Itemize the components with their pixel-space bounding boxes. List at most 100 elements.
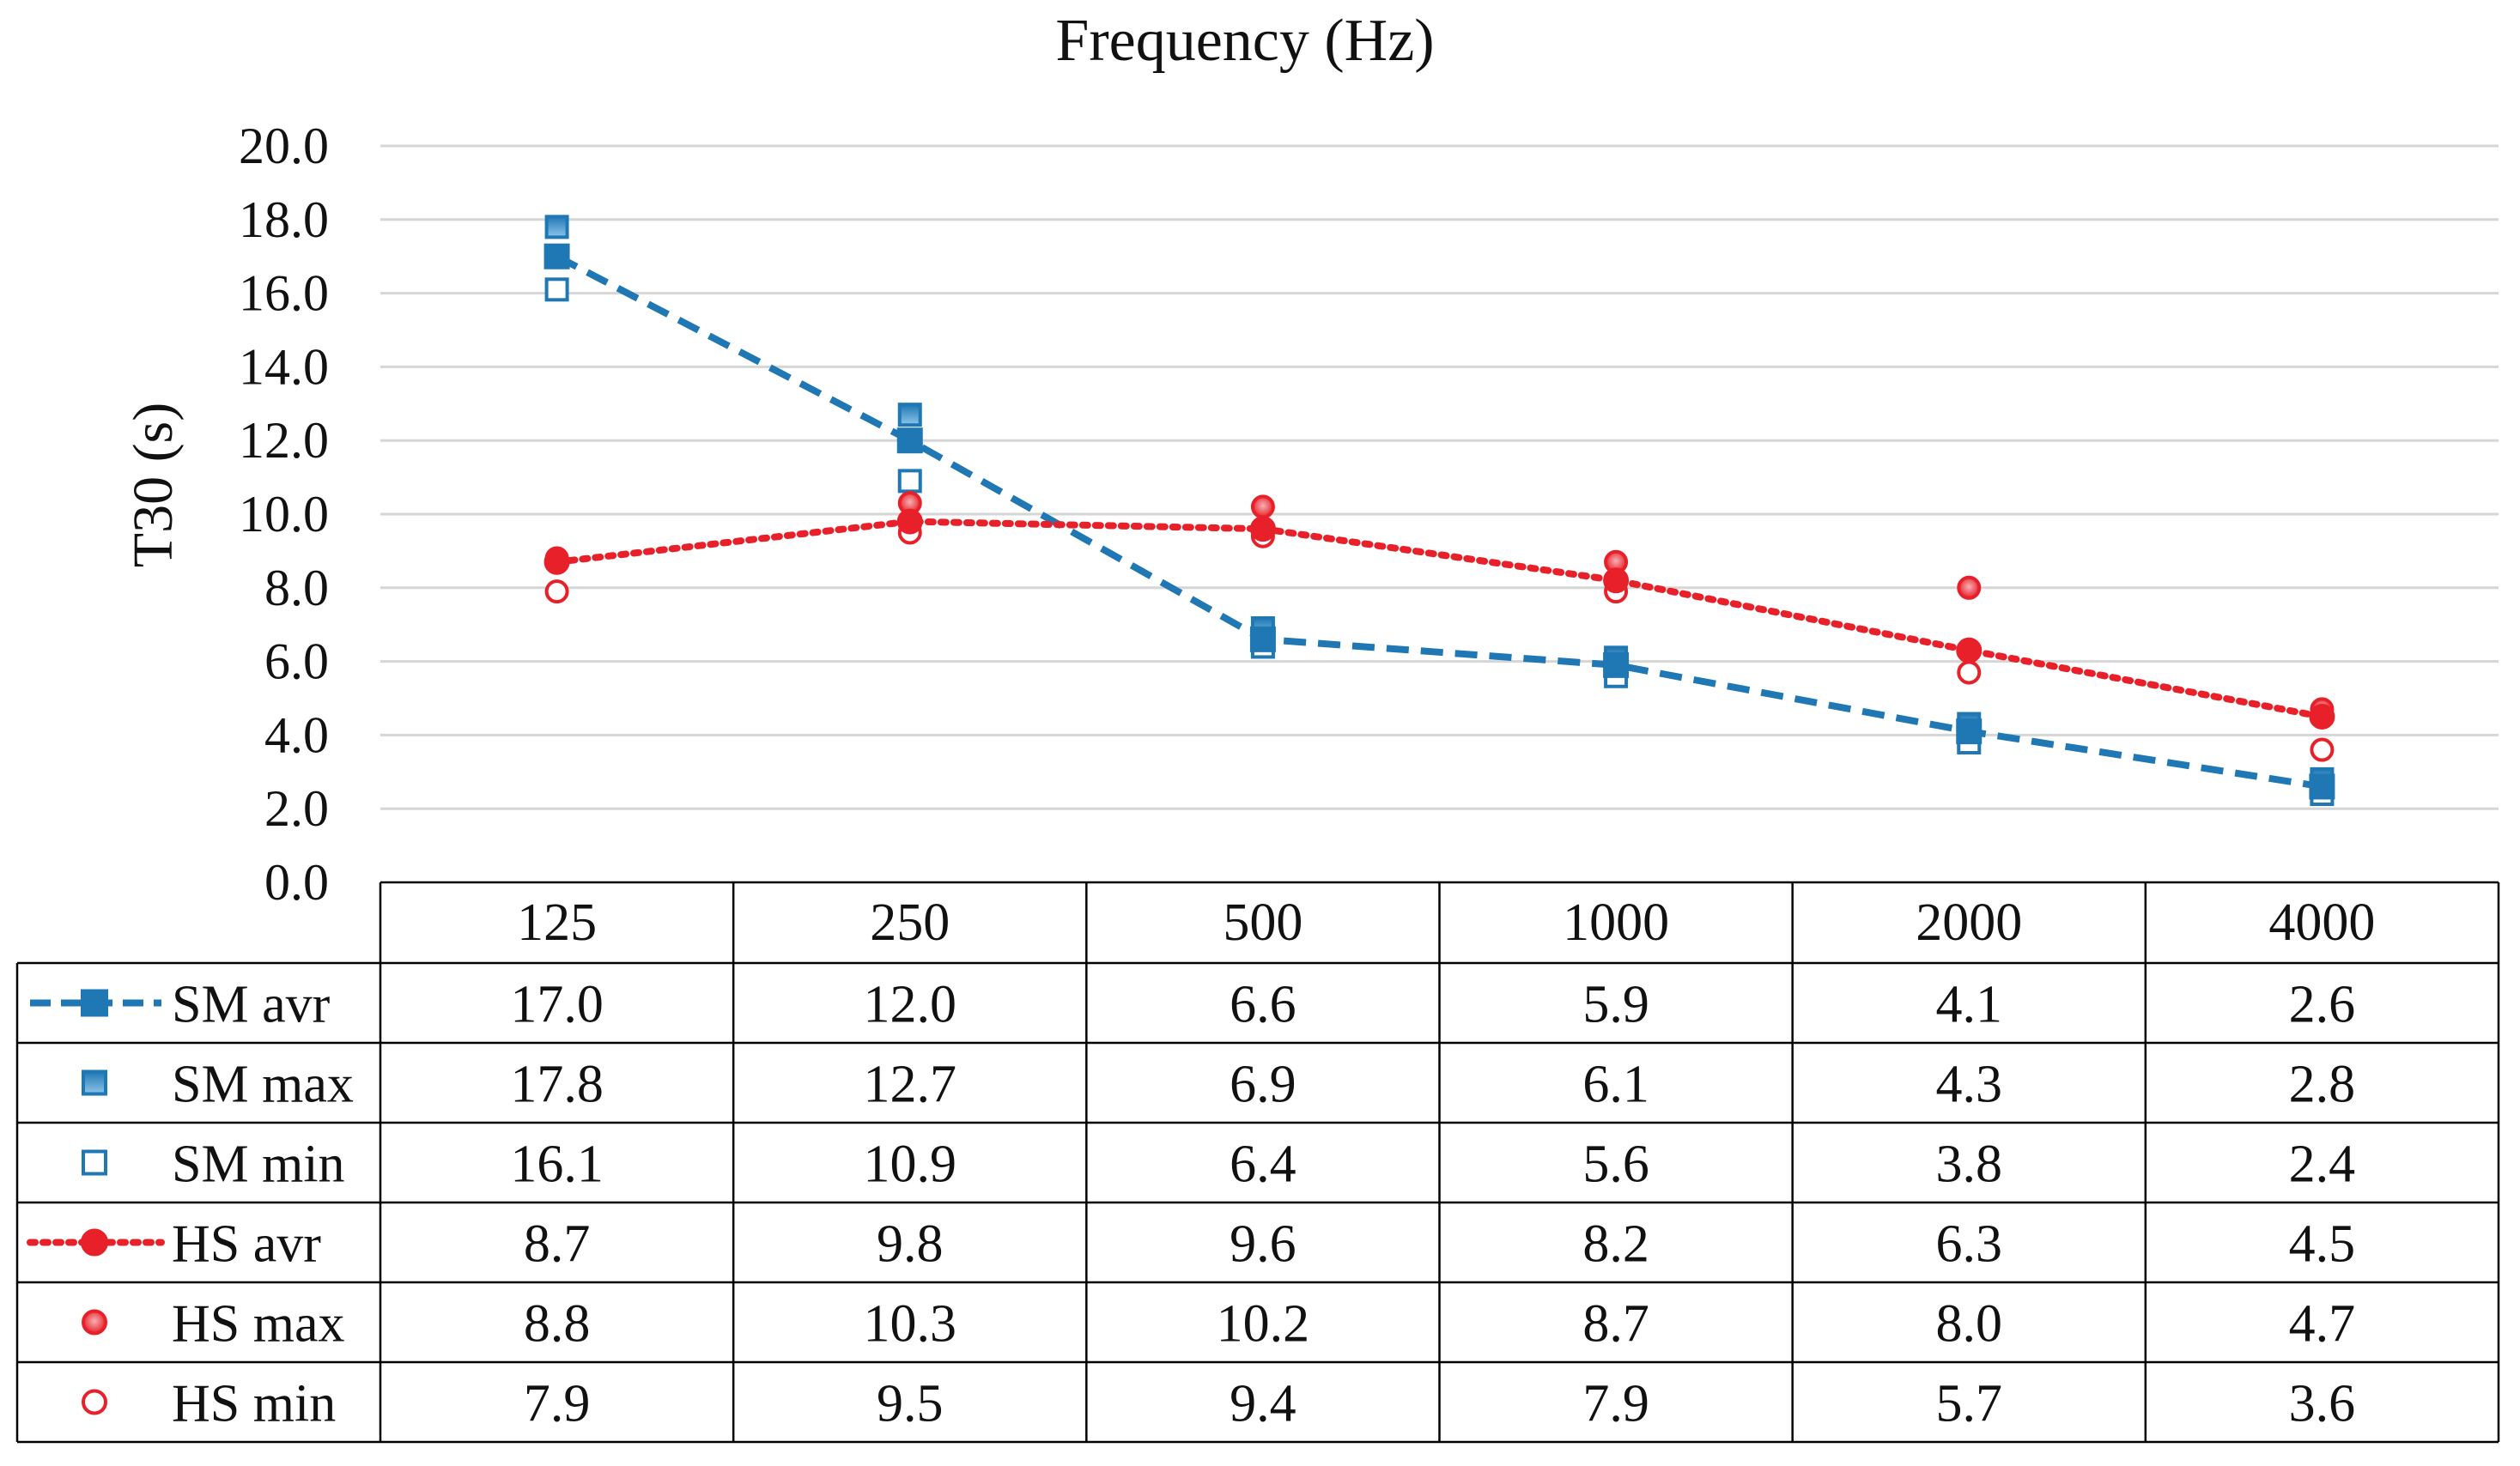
sm-avr-line	[555, 253, 2323, 791]
sm-max-value-500: 6.9	[1230, 1056, 1296, 1114]
sm-min-marker-250	[897, 469, 922, 494]
hs-avr-value-1000: 8.2	[1582, 1215, 1649, 1274]
series-lines	[553, 253, 2326, 791]
hs-avr-marker-250	[896, 508, 923, 535]
sm-max-legend-label: SM max	[172, 1056, 354, 1114]
sm-max-marker-250	[897, 403, 922, 427]
hs-avr-value-2000: 6.3	[1936, 1215, 2003, 1274]
sm-avr-marker-4000	[2309, 773, 2335, 800]
category-label-250: 250	[870, 894, 950, 952]
hs-avr-legend-label: HS avr	[172, 1215, 321, 1274]
table-row-hs-avr: HS avr 8.7 9.8 9.6 8.2 6.3 4.5	[27, 1215, 2356, 1274]
hs-min-value-125: 7.9	[524, 1375, 591, 1433]
sm-max-value-4000: 2.8	[2289, 1056, 2356, 1114]
table-grid	[15, 881, 2500, 1444]
table-body: SM avr 17.0 12.0 6.6 5.9 4.1 2.6 SM max 17.8 12.7…	[27, 976, 2356, 1433]
sm-avr-marker-1000	[1603, 651, 1630, 678]
hs-max-value-250: 10.3	[864, 1295, 957, 1354]
hs-min-value-4000: 3.6	[2289, 1375, 2356, 1433]
sm-avr-value-2000: 4.1	[1936, 976, 2003, 1034]
category-label-500: 500	[1223, 894, 1303, 952]
y-tick-label: 18.0	[239, 191, 329, 248]
hs-avr-marker-4000	[2309, 703, 2335, 730]
y-tick-label: 8.0	[264, 560, 329, 616]
hs-max-value-125: 8.8	[524, 1295, 591, 1354]
sm-min-value-250: 10.9	[864, 1136, 957, 1194]
y-tick-label: 16.0	[239, 265, 329, 322]
sm-avr-value-1000: 5.9	[1582, 976, 1649, 1034]
y-tick-label: 6.0	[264, 633, 329, 690]
hs-avr-marker-125	[543, 548, 570, 575]
hs-min-marker-4000	[2310, 737, 2335, 762]
y-axis-label: T30 (s)	[122, 403, 185, 567]
hs-max-value-1000: 8.7	[1582, 1295, 1649, 1354]
table-row-sm-max: SM max 17.8 12.7 6.9 6.1 4.3 2.8	[82, 1056, 2356, 1114]
hs-min-marker-2000	[1957, 660, 1982, 685]
sm-min-value-2000: 3.8	[1936, 1136, 2003, 1194]
sm-max-value-2000: 4.3	[1936, 1056, 2003, 1114]
sm-min-value-4000: 2.4	[2289, 1136, 2356, 1194]
sm-avr-marker-2000	[1956, 718, 1983, 745]
sm-max-marker-125	[544, 215, 569, 239]
category-label-4000: 4000	[2268, 894, 2375, 952]
y-tick-label: 10.0	[239, 486, 329, 542]
sm-avr-value-500: 6.6	[1230, 976, 1296, 1034]
data-table: 125 250 500 1000 2000 4000 SM avr 17.0 12.0 6.6 5…	[15, 881, 2500, 1444]
sm-min-value-125: 16.1	[510, 1136, 604, 1194]
sm-min-marker-125	[544, 277, 569, 302]
hs-avr-value-4000: 4.5	[2289, 1215, 2356, 1274]
hs-max-value-4000: 4.7	[2289, 1295, 2356, 1354]
table-header-row: 125 250 500 1000 2000 4000	[517, 894, 2375, 952]
chart-title: Frequency (Hz)	[1055, 8, 1434, 74]
sm-min-legend-label: SM min	[172, 1136, 345, 1194]
table-row-sm-min: SM min 16.1 10.9 6.4 5.6 3.8 2.4	[82, 1136, 2356, 1194]
hs-min-marker-125	[544, 579, 569, 604]
sm-avr-value-250: 12.0	[864, 976, 957, 1034]
hs-max-marker-2000	[1957, 575, 1982, 600]
sm-avr-legend-label: SM avr	[172, 976, 331, 1034]
sm-avr-value-4000: 2.6	[2289, 976, 2356, 1034]
category-label-2000: 2000	[1916, 894, 2022, 952]
series-markers	[543, 215, 2335, 807]
sm-max-value-125: 17.8	[510, 1056, 604, 1114]
hs-avr-legend-marker	[81, 1228, 108, 1257]
y-axis-ticks: 0.0 2.0 4.0 6.0 8.0 10.0 12.0 14.0 16.0 18.0 20.0	[239, 118, 329, 911]
hs-avr-value-250: 9.8	[877, 1215, 944, 1274]
hs-avr-marker-1000	[1603, 567, 1630, 594]
table-row-hs-min: HS min 7.9 9.5 9.4 7.9 5.7 3.6	[82, 1375, 2356, 1433]
table-row-hs-max: HS max 8.8 10.3 10.2 8.7 8.0 4.7	[82, 1295, 2356, 1354]
sm-min-legend-marker	[82, 1149, 107, 1176]
y-tick-label: 14.0	[239, 338, 329, 395]
hs-min-value-1000: 7.9	[1582, 1375, 1649, 1433]
y-tick-label: 12.0	[239, 412, 329, 469]
hs-min-value-500: 9.4	[1230, 1375, 1296, 1433]
hs-avr-value-500: 9.6	[1230, 1215, 1296, 1274]
hs-max-marker-500	[1250, 494, 1275, 519]
sm-avr-marker-125	[543, 243, 570, 270]
category-label-1000: 1000	[1563, 894, 1669, 952]
hs-min-legend-marker	[82, 1389, 107, 1415]
hs-max-legend-label: HS max	[172, 1295, 345, 1354]
hs-min-value-250: 9.5	[877, 1375, 944, 1433]
sm-min-value-1000: 5.6	[1582, 1136, 1649, 1194]
hs-avr-line	[553, 518, 2326, 720]
sm-avr-marker-500	[1249, 626, 1276, 652]
hs-max-legend-marker	[82, 1309, 107, 1336]
table-row-sm-avr: SM avr 17.0 12.0 6.6 5.9 4.1 2.6	[30, 976, 2355, 1034]
hs-min-legend-label: HS min	[172, 1375, 336, 1433]
hs-min-value-2000: 5.7	[1936, 1375, 2003, 1433]
hs-max-value-2000: 8.0	[1936, 1295, 2003, 1354]
sm-max-value-250: 12.7	[864, 1056, 957, 1114]
sm-avr-value-125: 17.0	[510, 976, 604, 1034]
hs-avr-marker-500	[1249, 516, 1276, 542]
y-tick-label: 20.0	[239, 118, 329, 174]
hs-avr-value-125: 8.7	[524, 1215, 591, 1274]
gridlines	[380, 144, 2499, 810]
category-label-125: 125	[517, 894, 597, 952]
sm-avr-marker-250	[896, 427, 923, 454]
hs-max-value-500: 10.2	[1217, 1295, 1310, 1354]
sm-min-value-500: 6.4	[1230, 1136, 1296, 1194]
sm-avr-legend-marker	[81, 989, 108, 1017]
sm-max-value-1000: 6.1	[1582, 1056, 1649, 1114]
